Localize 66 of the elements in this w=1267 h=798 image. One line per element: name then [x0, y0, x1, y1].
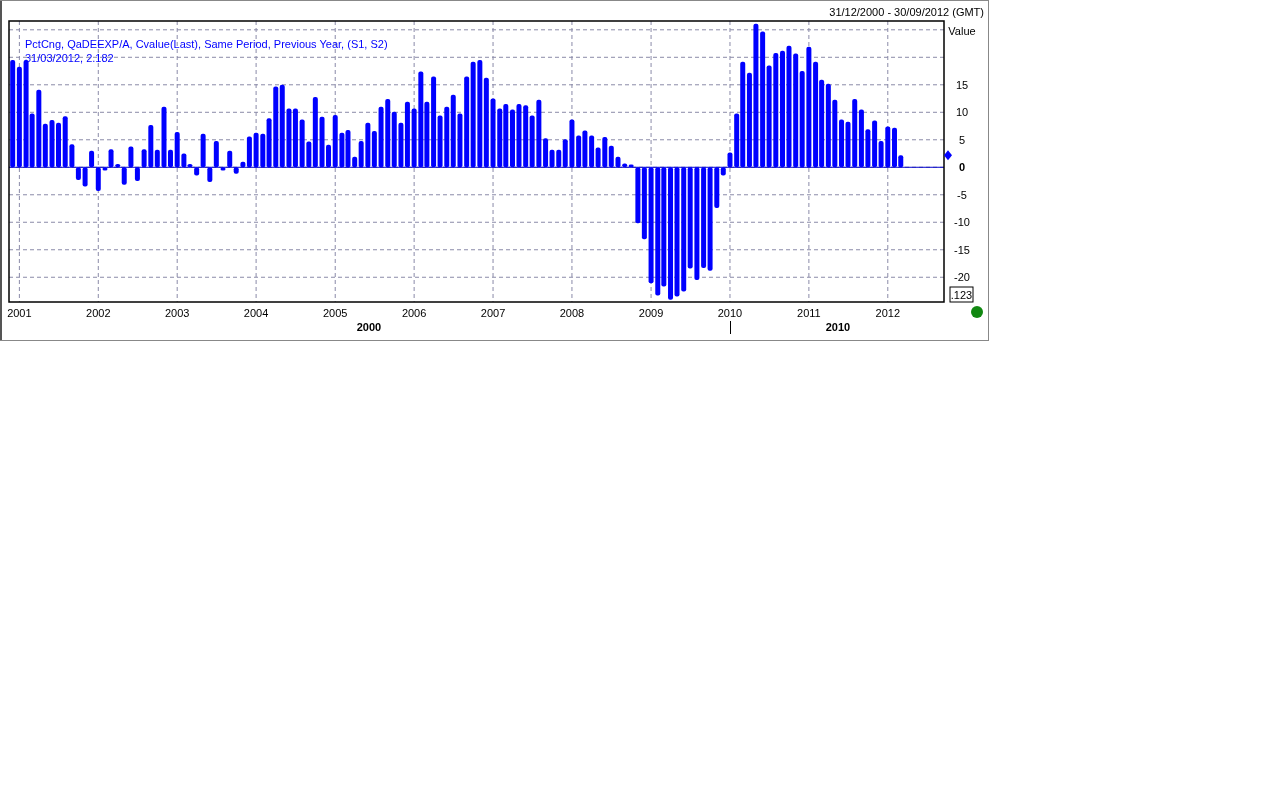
x-tick-label: 2010: [717, 307, 743, 319]
text: PctCng, QaDEEXP/A, Cvalue(Last), Same Period, Previous Year, (S1, S2): [25, 38, 388, 50]
bar: [194, 167, 200, 176]
y-tick-label: 15: [955, 78, 969, 91]
bar: [134, 167, 140, 182]
bar: [641, 167, 647, 240]
y-tick-label: 10: [955, 106, 969, 119]
bar: [89, 150, 95, 168]
y-tick-label: -15: [954, 243, 970, 256]
bar: [635, 167, 641, 224]
y-tick-label: 0: [958, 161, 966, 174]
bar: [207, 167, 213, 183]
bar: [10, 60, 16, 168]
text: .123: [950, 289, 973, 301]
bar: [543, 138, 549, 168]
bar: [793, 53, 799, 168]
y-tick-label: 5: [958, 133, 966, 146]
bar: [312, 96, 318, 168]
bar: [872, 120, 878, 168]
bar: [227, 150, 233, 168]
text: 31/03/2012, 2.182: [25, 52, 114, 64]
bar: [839, 119, 845, 168]
y-tick-label: -10: [954, 216, 970, 229]
x-tick-label: 2004: [243, 307, 269, 319]
x-tick-label: 2005: [322, 307, 348, 319]
x-tick-label: 2007: [480, 307, 506, 319]
x-tick-label: 2012: [875, 307, 901, 319]
x-tick-label: 2009: [638, 307, 664, 319]
y-axis-title: Value: [948, 25, 976, 37]
y-tick-label: -5: [957, 188, 967, 201]
x-tick-label: 2011: [797, 307, 821, 319]
x-tick-label: 2006: [401, 307, 427, 319]
bar: [75, 167, 81, 180]
x-tick-label: 2001: [7, 307, 32, 319]
bar: [727, 152, 733, 168]
bar: [760, 31, 766, 168]
bar: [82, 167, 88, 187]
text: 2010: [825, 321, 851, 333]
bar: [720, 167, 726, 176]
bar: [523, 105, 529, 168]
bar: [95, 167, 101, 191]
x-tick-label: 2008: [559, 307, 585, 319]
bar: [154, 149, 160, 168]
bar: [668, 167, 674, 300]
bar: [589, 135, 595, 168]
bar: [483, 77, 489, 168]
bar: [431, 76, 437, 168]
bar: [108, 149, 114, 168]
bar: [128, 146, 134, 168]
bar: [200, 133, 206, 168]
bar: [464, 76, 470, 168]
text: 2000: [356, 321, 382, 333]
bar: [121, 167, 127, 185]
bar: [701, 167, 707, 268]
bar: [246, 136, 252, 168]
bar: [404, 101, 410, 168]
y-tick-label: -20: [954, 271, 970, 284]
bar: [213, 140, 219, 168]
x-tick-label: 2003: [164, 307, 190, 319]
bar: [352, 156, 358, 168]
bar: [16, 66, 22, 168]
x-tick-label: 2002: [86, 307, 111, 319]
bar: [42, 123, 48, 168]
text: 31/12/2000 - 30/09/2012 (GMT): [829, 6, 984, 18]
bar: [371, 130, 377, 168]
bar: [292, 108, 298, 168]
